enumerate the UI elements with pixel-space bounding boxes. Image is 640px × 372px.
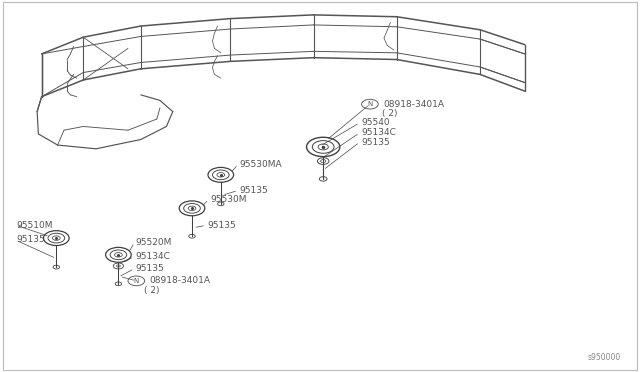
Text: 95135: 95135: [17, 235, 45, 244]
Text: 08918-3401A: 08918-3401A: [150, 276, 211, 285]
Text: 95134C: 95134C: [136, 252, 170, 261]
Text: 95520M: 95520M: [136, 238, 172, 247]
Text: 95530MA: 95530MA: [239, 160, 282, 169]
Text: 95540: 95540: [361, 118, 390, 127]
Text: s950000: s950000: [588, 353, 621, 362]
Text: 95135: 95135: [239, 186, 268, 195]
Text: 95530M: 95530M: [210, 195, 246, 204]
Text: N: N: [367, 101, 372, 107]
Text: 95135: 95135: [136, 264, 164, 273]
Text: N: N: [134, 278, 139, 284]
Text: ( 2): ( 2): [144, 286, 159, 295]
Text: ( 2): ( 2): [382, 109, 397, 118]
Text: 95135: 95135: [361, 138, 390, 147]
Text: 95135: 95135: [207, 221, 236, 230]
Text: 95134C: 95134C: [361, 128, 396, 137]
Text: 08918-3401A: 08918-3401A: [383, 100, 444, 109]
Text: 95510M: 95510M: [17, 221, 53, 230]
